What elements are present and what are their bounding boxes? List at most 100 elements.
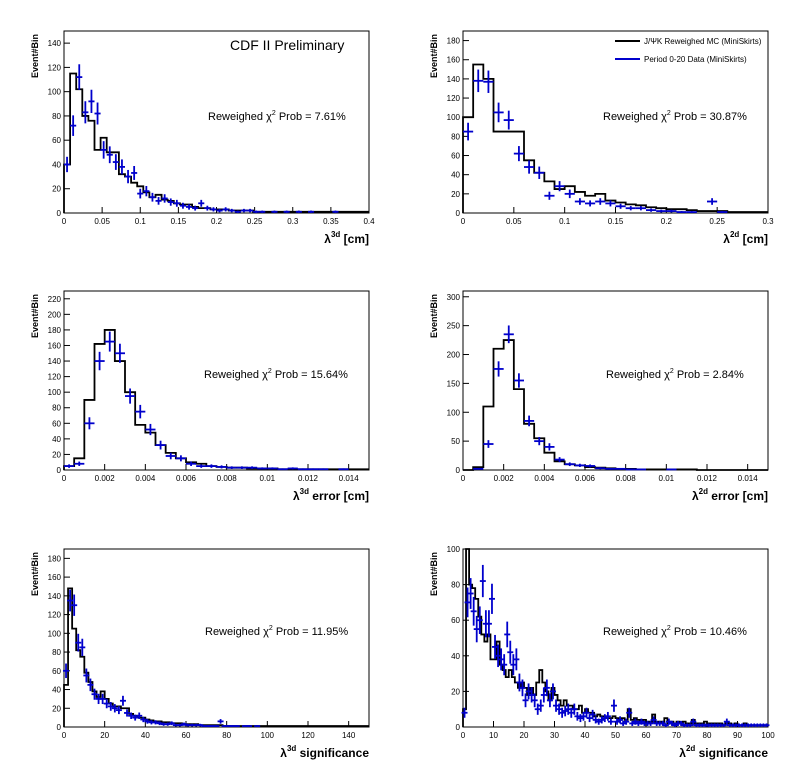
data-point bbox=[233, 725, 240, 727]
data-point bbox=[617, 716, 624, 724]
y-tick-label: 20 bbox=[52, 704, 61, 713]
x-tick-label: 60 bbox=[182, 731, 191, 740]
data-point bbox=[64, 464, 75, 468]
data-point bbox=[99, 693, 106, 705]
x-tick-label: 0.014 bbox=[738, 474, 759, 483]
data-point bbox=[625, 206, 636, 211]
x-tick-label: 0.012 bbox=[298, 474, 319, 483]
data-point bbox=[574, 463, 585, 468]
x-tick-label: 0.05 bbox=[506, 217, 522, 226]
chi2-annotation: Reweighed χ2 Prob = 2.84% bbox=[606, 368, 744, 381]
data-point bbox=[473, 69, 484, 93]
y-tick-label: 180 bbox=[48, 326, 62, 335]
x-tick-label: 70 bbox=[672, 731, 681, 740]
data-point bbox=[254, 725, 261, 727]
data-point bbox=[197, 723, 204, 727]
data-point bbox=[595, 198, 606, 205]
legend-mc-label: J/ΨK Reweighed MC (MiniSkirts) bbox=[644, 37, 762, 46]
y-tick-label: 100 bbox=[447, 113, 461, 122]
data-point bbox=[717, 211, 728, 213]
data-point bbox=[176, 723, 183, 727]
y-axis-title: Event#Bin bbox=[429, 552, 439, 596]
data-point bbox=[155, 197, 162, 205]
data-point bbox=[82, 101, 89, 124]
data-point bbox=[287, 467, 298, 470]
data-point bbox=[198, 199, 205, 207]
data-point bbox=[83, 668, 90, 683]
data-point bbox=[295, 210, 302, 213]
x-tick-label: 20 bbox=[520, 731, 529, 740]
x-tick-label: 80 bbox=[703, 731, 712, 740]
data-point bbox=[568, 707, 575, 718]
x-tick-label: 0.008 bbox=[616, 474, 637, 483]
data-point bbox=[635, 206, 646, 211]
data-point bbox=[308, 468, 319, 471]
data-point bbox=[553, 699, 560, 712]
x-tick-label: 0 bbox=[62, 474, 67, 483]
data-point bbox=[100, 141, 107, 159]
y-tick-label: 0 bbox=[456, 209, 461, 218]
x-tick-label: 0.25 bbox=[709, 217, 725, 226]
data-point bbox=[136, 712, 143, 720]
x-axis-title: λ3d error [cm] bbox=[293, 487, 369, 503]
data-point bbox=[103, 698, 110, 709]
data-point bbox=[605, 200, 616, 207]
chart-panel-middle-left: 0 0.002 0.004 0.006 0.008 0.01 0.012 0.014 0 20 40… bbox=[30, 290, 370, 503]
y-tick-label: 0 bbox=[456, 466, 461, 475]
x-tick-label: 0.05 bbox=[94, 217, 110, 226]
y-tick-label: 0 bbox=[456, 723, 461, 732]
y-tick-label: 80 bbox=[52, 648, 61, 657]
x-tick-label: 0.006 bbox=[575, 474, 596, 483]
data-point bbox=[562, 705, 569, 717]
data-point bbox=[687, 723, 694, 727]
y-tick-label: 60 bbox=[52, 136, 61, 145]
data-point bbox=[164, 722, 171, 726]
data-point bbox=[656, 209, 667, 213]
data-point bbox=[128, 712, 135, 720]
data-point bbox=[131, 165, 138, 180]
data-point bbox=[665, 718, 672, 725]
y-tick-label: 120 bbox=[447, 94, 461, 103]
data-point bbox=[524, 160, 535, 174]
data-point bbox=[528, 687, 535, 703]
data-point bbox=[534, 437, 545, 446]
data-point bbox=[137, 188, 144, 199]
x-tick-label: 0 bbox=[461, 217, 466, 226]
chi2-annotation: Reweighed χ2 Prob = 7.61% bbox=[208, 110, 346, 123]
data-point bbox=[271, 210, 278, 213]
chart-panel-top-left: 0 0.05 0.1 0.15 0.2 0.25 0.3 0.35 0.4 0 20 40 60 80 10… bbox=[30, 30, 375, 246]
data-point bbox=[635, 720, 642, 726]
x-tick-label: 60 bbox=[642, 731, 651, 740]
data-point bbox=[70, 115, 77, 136]
data-point bbox=[74, 461, 85, 466]
x-tick-label: 100 bbox=[761, 731, 775, 740]
data-point bbox=[483, 70, 494, 93]
x-tick-label: 50 bbox=[611, 731, 620, 740]
y-tick-label: 40 bbox=[52, 686, 61, 695]
data-point bbox=[236, 466, 247, 470]
data-point bbox=[513, 648, 520, 671]
data-point bbox=[544, 191, 555, 200]
data-point bbox=[620, 720, 627, 726]
y-tick-label: 20 bbox=[451, 190, 460, 199]
data-point bbox=[604, 711, 611, 721]
data-point bbox=[149, 192, 156, 202]
data-point bbox=[104, 331, 115, 352]
x-axis-title: λ2d [cm] bbox=[723, 230, 768, 246]
data-point bbox=[546, 693, 553, 708]
data-point bbox=[543, 679, 550, 697]
x-tick-label: 0.004 bbox=[534, 474, 555, 483]
chart-panel-bottom-left: 0 20 40 60 80 100 120 140 0 20 40 60 80 100 120 140 160 1… bbox=[30, 548, 370, 760]
data-point bbox=[592, 716, 599, 724]
data-point bbox=[222, 207, 229, 212]
x-tick-label: 30 bbox=[550, 731, 559, 740]
y-tick-label: 80 bbox=[52, 112, 61, 121]
data-point bbox=[143, 186, 150, 197]
y-tick-label: 220 bbox=[48, 295, 62, 304]
data-point bbox=[646, 208, 657, 212]
data-point bbox=[671, 723, 678, 727]
data-point bbox=[88, 89, 95, 114]
data-point bbox=[308, 210, 315, 213]
data-point bbox=[537, 699, 544, 712]
data-point bbox=[492, 634, 499, 659]
